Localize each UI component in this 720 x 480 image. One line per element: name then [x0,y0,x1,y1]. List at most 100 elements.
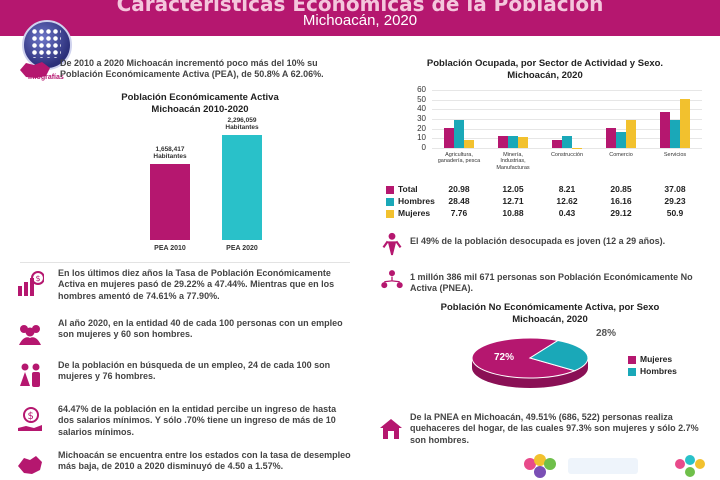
salary-chart-icon: $ [18,271,44,296]
table-value: 50.9 [666,208,684,218]
table-value: 7.76 [450,208,468,218]
sector-bar [670,119,680,148]
table-value: 10.88 [502,208,524,218]
table-value: 8.21 [558,184,576,194]
pea-chart: 1,658,417 Habitantes PEA 2010 2,296,059 Habi… [100,117,300,260]
footer-logo-1-icon [524,454,556,478]
right-info-list: El 49% de la población desocupada es jov… [380,230,710,300]
pie-slice [528,339,589,372]
sector-bar [444,127,454,148]
pnea-chart: 72% 28% Mujeres Hombres [460,326,710,406]
footer-logo-2 [568,458,638,474]
gridline [432,119,702,120]
table-value: 28.48 [448,196,470,206]
sector-bar [616,132,626,148]
pie-slice [471,337,577,379]
page-title: Características Económicas de la Poblaci… [116,0,604,16]
table-value: 16.16 [610,196,632,206]
y-tick-label: 0 [421,143,426,152]
table-value: 37.08 [664,184,686,194]
logo-map-icon [20,62,50,78]
money-hand-icon: $ [18,407,42,431]
gridline [432,109,702,111]
pea-chart-title-line1: Población Económicamente Activa [121,92,279,103]
pea-chart-title-line2: Michoacán 2010-2020 [151,104,249,116]
left-info-list: $ En los últimos diez años la Tasa de Pob… [14,268,354,480]
sector-bar [660,112,670,148]
pnea-chart-title-line1: Población No Económicamente Activa, por … [440,302,660,313]
sector-bar [454,120,464,148]
youth-person-icon [382,232,402,256]
legend-label: Hombres [398,196,435,206]
sector-category-label: Construcción [550,152,584,158]
pie-data-label: 72% [494,352,515,363]
sector-category-label: Agricultura, ganadería, pesca [437,152,481,165]
left-info-text: Al año 2020, en la entidad 40 de cada 10… [58,318,343,340]
intro-text: De 2010 a 2020 Michoacán incrementó poco… [60,58,324,80]
legend-swatch [386,186,394,194]
svg-text:$: $ [28,411,34,422]
sector-bar [464,140,474,148]
y-tick-label: 40 [417,104,426,114]
sector-category-label: Comercio [609,152,633,158]
page-subtitle: Michoacán, 2020 [302,12,418,29]
pnea-chart-title: Población No Económicamente Activa, por … [400,302,700,327]
table-value: 0.43 [558,208,576,218]
sector-category-label: Minería, Industrias, Manufacturas [496,152,530,171]
pea-bar [222,134,262,240]
pie-legend-swatch [628,368,636,376]
gridline [432,99,702,101]
table-value: 29.23 [664,196,686,206]
table-value: 20.85 [610,184,632,194]
people-group-icon [19,325,41,345]
sector-chart: 0 10 20 30 40 50 60 Agricultura, ganadería, pes… [380,84,710,224]
table-value: 12.62 [556,196,578,206]
pnea-chart-title-line2: Michoacán, 2020 [512,314,588,326]
table-value: 12.71 [502,196,524,206]
footer-logos [520,444,720,480]
pnea-housework-text: De la PNEA en Michoacán, 49.51% (686, 52… [410,412,699,445]
sector-bar [680,98,690,148]
y-tick-label: 60 [417,85,426,94]
sector-bar [552,140,562,148]
left-info-text: 64.47% de la población en la entidad per… [58,404,337,437]
y-tick-label: 50 [417,94,426,104]
sector-bar [626,119,636,148]
pnea-pie-svg [471,337,589,388]
pie-legend-swatch [628,356,636,364]
pea-bar [150,163,190,240]
gridline [432,148,702,149]
sector-bar [508,135,518,148]
sector-chart-title-line1: Población Ocupada, por Sector de Activid… [426,58,664,69]
logo-dots [31,28,61,58]
table-value: 29.12 [610,208,632,218]
right-info-text: El 49% de la población desocupada es jov… [410,236,666,246]
sector-category-label: Servicios [663,152,687,158]
sector-chart-title: Población Ocupada, por Sector de Activid… [385,58,705,83]
logo-text: Infografías [28,74,64,81]
pie-legend-label: Mujeres [640,354,673,364]
table-value: 12.05 [502,184,524,194]
sector-bar [562,135,572,148]
pea-bar-data-label: 1,658,417 Habitantes [153,145,187,160]
legend-swatch [386,198,394,206]
left-info-text: En los últimos diez años la Tasa de Pobl… [58,268,335,301]
left-info-text: Michoacán se encuentra entre los estados… [58,450,351,472]
footer-logo-3-icon [675,455,705,477]
woman-man-icon [20,363,40,387]
pie-legend-label: Hombres [640,366,677,376]
gridline [432,128,702,130]
pea-bar-category-label: PEA 2020 [226,245,258,252]
sector-bar [498,136,508,148]
divider [20,262,350,263]
svg-text:$: $ [36,274,41,283]
y-tick-label: 30 [417,114,426,123]
network-people-icon [381,270,403,289]
legend-swatch [386,210,394,218]
right-info-text: 1 millón 386 mil 671 personas son Poblac… [410,272,693,294]
sector-bar [518,137,528,148]
header-banner [0,0,720,36]
sector-bar [606,127,616,148]
pea-chart-title: Población Económicamente Activa Michoacá… [80,92,320,117]
y-tick-label: 20 [417,123,426,133]
